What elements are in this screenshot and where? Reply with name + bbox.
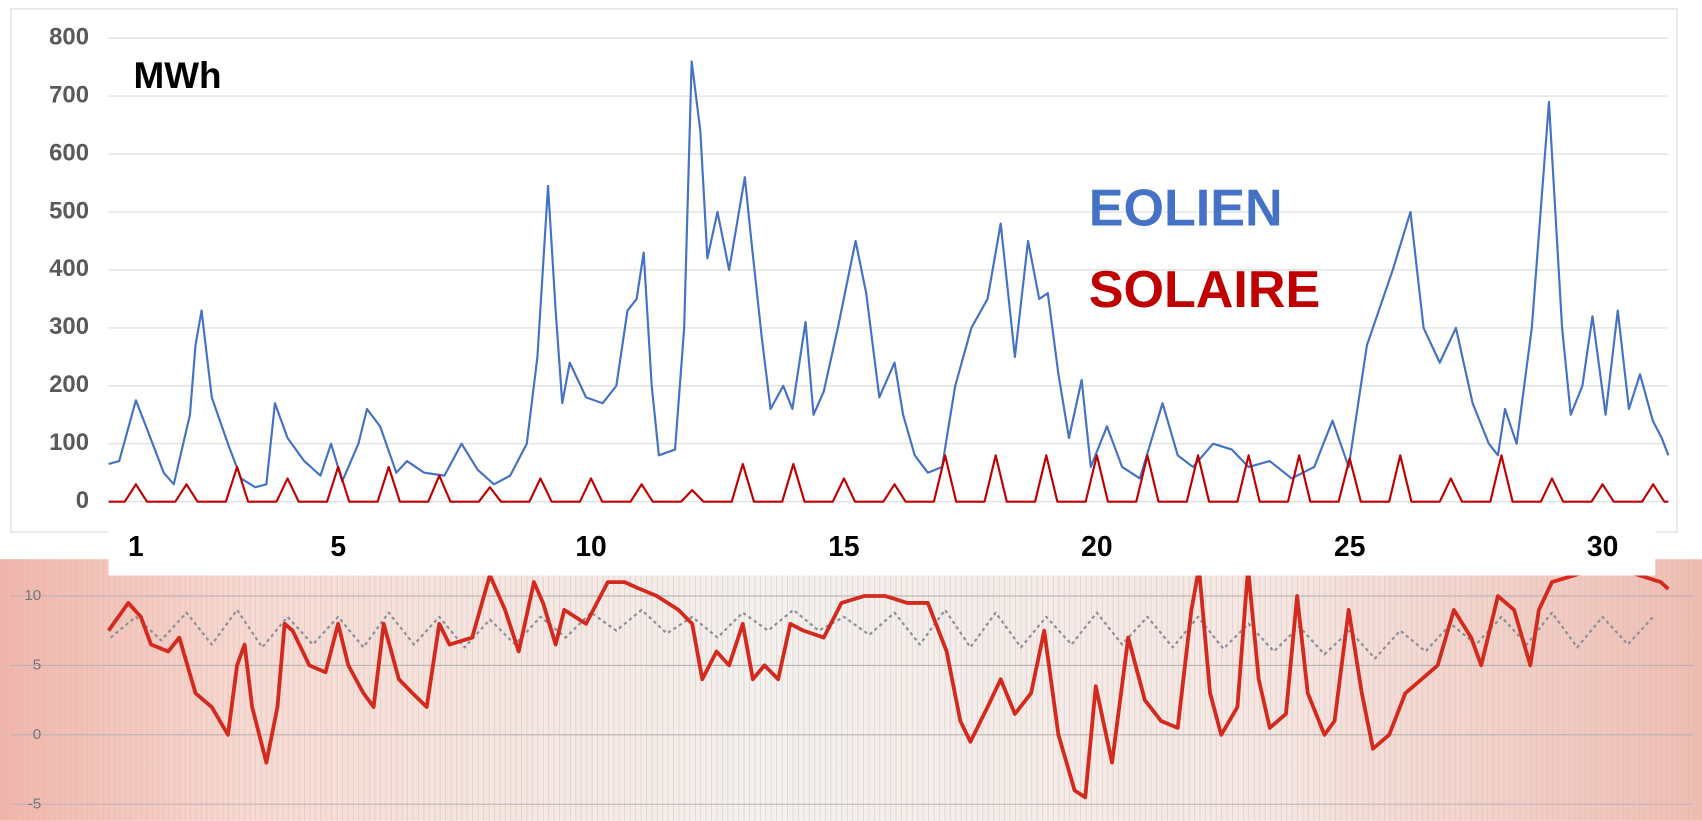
y-unit-label: MWh [134,55,222,96]
y-tick-label: 500 [49,197,89,224]
legend-entry: EOLIEN [1089,180,1283,238]
y-tick-label: 200 [49,371,89,398]
y-tick-label: 10 [24,587,41,604]
temperature-chart: -5 0 5 10 [10,566,1694,812]
y-tick-label: 700 [49,81,89,108]
x-tick-label: 1 [128,530,144,562]
photo-grid-texture [0,559,1702,821]
y-tick-label: -5 [28,795,42,812]
y-tick-label: 300 [49,313,89,340]
series-line [108,454,1669,503]
legend-entry: SOLAIRE [1089,261,1321,319]
y-tick-label: 400 [49,255,89,282]
series-line [108,60,1670,489]
y-tick-label: 0 [33,726,41,743]
x-label-band [108,529,1656,576]
energy-chart: 0 100 200 300 400 500 600 700 800 [49,24,1670,514]
x-tick-label: 5 [330,530,346,562]
y-tick-label: 5 [33,656,41,673]
x-tick-label: 30 [1587,530,1618,562]
x-tick-label: 15 [828,530,859,562]
x-axis-labels: 1 5 10 15 20 25 30 [128,530,1618,562]
y-tick-label: 100 [49,429,89,456]
series-line [106,566,1670,800]
y-tick-label: 800 [49,24,89,51]
x-tick-label: 25 [1334,530,1365,562]
x-tick-label: 20 [1081,530,1112,562]
x-tick-label: 10 [575,530,606,562]
y-tick-label: 0 [76,487,89,514]
temperature-photo [0,559,1702,821]
y-tick-label: 600 [49,139,89,166]
